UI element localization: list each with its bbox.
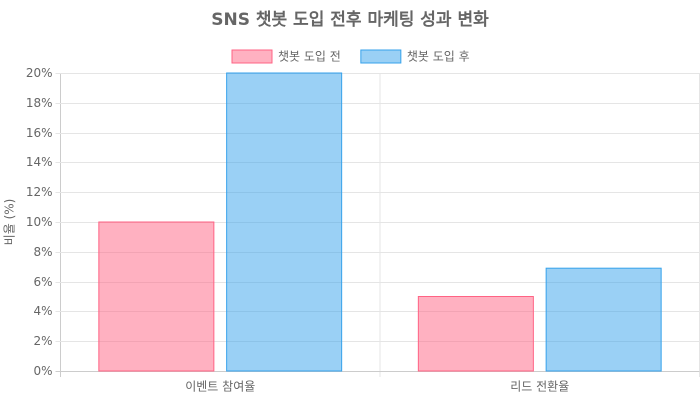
y-tick-label: 20% bbox=[26, 66, 53, 80]
bar bbox=[98, 221, 215, 372]
y-axis-label: 비율 (%) bbox=[3, 199, 17, 246]
bar bbox=[545, 267, 662, 372]
y-tick-label: 2% bbox=[33, 334, 52, 348]
y-tick-label: 16% bbox=[26, 126, 53, 140]
legend-label: 챗봇 도입 후 bbox=[407, 49, 470, 64]
x-tick-label: 이벤트 참여율 bbox=[185, 380, 255, 394]
bar bbox=[226, 72, 343, 372]
y-tick-label: 18% bbox=[26, 96, 53, 110]
y-tick-label: 14% bbox=[26, 155, 53, 169]
legend-swatch bbox=[360, 49, 402, 64]
bar bbox=[417, 296, 534, 372]
y-tick-label: 6% bbox=[33, 275, 52, 289]
y-tick-label: 12% bbox=[26, 185, 53, 199]
y-tick-label: 0% bbox=[33, 364, 52, 378]
y-tick-label: 10% bbox=[26, 215, 53, 229]
y-tick-label: 4% bbox=[33, 304, 52, 318]
legend-label: 챗봇 도입 전 bbox=[278, 49, 341, 64]
legend-swatch bbox=[231, 49, 273, 64]
chart-title: SNS 챗봇 도입 전후 마케팅 성과 변화 bbox=[211, 9, 489, 30]
y-tick-label: 8% bbox=[33, 245, 52, 259]
x-tick-label: 리드 전환율 bbox=[510, 380, 569, 394]
